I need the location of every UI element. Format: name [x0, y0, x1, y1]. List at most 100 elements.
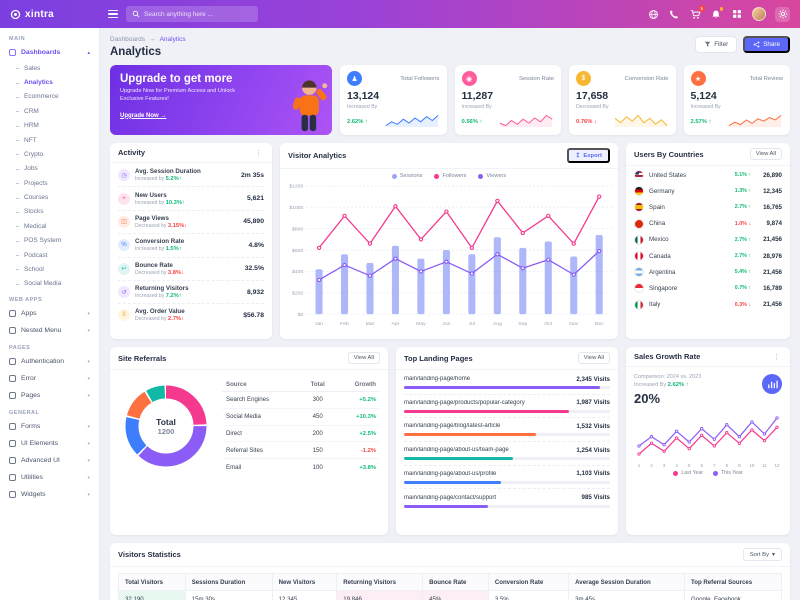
country-change: 5.1% ↑↓ — [734, 172, 751, 179]
sidebar-item[interactable]: Authentication ▾ — [0, 353, 99, 370]
chart-button[interactable] — [762, 374, 782, 394]
chevron-icon: ▴ — [87, 49, 90, 56]
sidebar-item[interactable]: Advanced UI ▾ — [0, 452, 99, 469]
sidebar-item[interactable]: Medical — [0, 219, 99, 233]
more-options-icon[interactable]: ⋮ — [773, 353, 780, 361]
svg-text:Apr: Apr — [392, 321, 400, 327]
breadcrumb-parent[interactable]: Dashboards — [110, 36, 146, 43]
sidebar-item[interactable]: Crypto — [0, 147, 99, 161]
stats-cell: 32,190 — [118, 590, 186, 600]
sidebar-item[interactable]: POS System — [0, 234, 99, 248]
country-name: Argentina — [649, 268, 676, 276]
activity-item: ◷ Avg. Session Duration Increased by 5.2… — [118, 164, 264, 188]
sidebar-item-label: Courses — [24, 194, 49, 202]
share-button[interactable]: Share — [743, 36, 790, 53]
export-button[interactable]: ↥ Export — [567, 148, 610, 163]
landing-page-visits: 1,987 Visits — [576, 399, 610, 407]
breadcrumb-separator-icon: → — [149, 36, 156, 43]
settings-button[interactable] — [775, 6, 790, 22]
stat-icon: ♟ — [347, 71, 362, 86]
stats-cell: 45% — [422, 590, 489, 600]
sidebar-item[interactable]: PAGES — [0, 339, 99, 353]
sidebar-item[interactable]: Analytics — [0, 75, 99, 89]
bell-icon[interactable] — [710, 7, 723, 20]
svg-text:$600: $600 — [292, 248, 303, 254]
progress-track — [404, 409, 610, 413]
country-flag-icon — [634, 251, 644, 262]
sidebar-item[interactable]: Error ▾ — [0, 370, 99, 387]
arrow-up-icon: ↑ — [479, 119, 483, 125]
sidebar-item[interactable]: WEB APPS — [0, 291, 99, 305]
sidebar-toggle-button[interactable] — [108, 10, 118, 18]
cart-icon[interactable]: 5 — [689, 5, 705, 20]
site-referrals-title: Site Referrals — [118, 353, 167, 363]
avatar[interactable] — [752, 7, 766, 21]
sidebar-item-label: Medical — [24, 222, 47, 230]
stats-cell: 15m 30s — [184, 590, 273, 600]
sidebar-item[interactable]: Utilities ▾ — [0, 469, 99, 486]
sidebar-item[interactable]: Apps ▾ — [0, 305, 99, 322]
landing-view-all-button[interactable]: View All — [577, 352, 610, 364]
sidebar-item[interactable]: CRM — [0, 104, 99, 118]
activity-item-value: $56.78 — [243, 311, 264, 319]
svg-text:Oct: Oct — [544, 321, 552, 327]
country-row: Singapore 0.7% ↑↓ 16,789 — [634, 280, 782, 296]
sidebar-item[interactable]: Widgets ▾ — [0, 486, 99, 503]
more-options-icon[interactable]: ⋮ — [255, 149, 262, 157]
chevron-down-icon: ▾ — [772, 551, 775, 558]
stat-card: ♟ Total Followers 13,124 Increased By 2.… — [340, 65, 447, 135]
referrals-view-all-button[interactable]: View All — [347, 352, 380, 364]
activity-item-value: 32.5% — [244, 265, 264, 273]
activity-item-value: 8,932 — [246, 288, 264, 296]
stat-icon: $ — [576, 71, 591, 86]
sidebar-item[interactable]: Dashboards ▴ — [0, 44, 99, 61]
sidebar-item[interactable]: School — [0, 262, 99, 276]
brand[interactable]: xintra — [0, 9, 100, 20]
activity-item-value: 2m 35s — [240, 171, 264, 179]
sidebar-item[interactable]: MAIN — [0, 30, 99, 44]
activity-item-icon: ◫ — [118, 215, 130, 228]
sidebar-item[interactable]: Nested Menu ▾ — [0, 322, 99, 339]
sidebar-item[interactable]: Sales — [0, 61, 99, 75]
sidebar-item[interactable]: GENERAL — [0, 404, 99, 418]
sidebar-item[interactable]: Jobs — [0, 162, 99, 176]
countries-view-all-button[interactable]: View All — [749, 148, 782, 160]
country-name: United States — [649, 171, 687, 179]
search-box[interactable] — [126, 6, 258, 22]
sidebar-item-label: POS System — [24, 237, 62, 245]
sidebar-item-icon — [9, 327, 16, 334]
country-change: 2.7% ↑↓ — [734, 253, 751, 260]
apps-grid-icon[interactable] — [731, 8, 743, 20]
search-input[interactable] — [144, 10, 252, 18]
country-row: United States 5.1% ↑↓ 26,890 — [634, 167, 782, 183]
stats-cell: Google, Facebook — [683, 590, 783, 600]
svg-text:Jan: Jan — [315, 321, 323, 327]
sidebar-item[interactable]: HRM — [0, 119, 99, 133]
upgrade-now-link[interactable]: Upgrade Now → — [120, 112, 167, 119]
sidebar-item[interactable]: Pages ▾ — [0, 387, 99, 404]
svg-text:Nov: Nov — [569, 321, 578, 327]
stat-card: ★ Total Review 5,124 Increased By 2.57% … — [683, 65, 790, 135]
svg-text:4: 4 — [675, 463, 678, 468]
sidebar-item[interactable]: NFT — [0, 133, 99, 147]
sidebar-item[interactable]: Projects — [0, 176, 99, 190]
sidebar-item[interactable]: Podcast — [0, 248, 99, 262]
chevron-icon: ▾ — [87, 474, 90, 481]
translate-icon[interactable] — [647, 8, 659, 20]
sidebar-item[interactable]: Forms ▾ — [0, 418, 99, 435]
phone-icon[interactable] — [668, 8, 680, 20]
sidebar-item[interactable]: UI Elements ▾ — [0, 435, 99, 452]
legend-item: Followers — [434, 173, 466, 179]
cart-badge: 5 — [698, 5, 705, 12]
sidebar-item[interactable]: Courses — [0, 190, 99, 204]
sidebar-item[interactable]: Stocks — [0, 205, 99, 219]
filter-button[interactable]: Filter — [695, 36, 738, 53]
sort-by-button[interactable]: Sort By ▾ — [742, 548, 782, 561]
country-row: Argentina 5.4% ↑↓ 21,456 — [634, 264, 782, 280]
stat-change-label: Increased By — [347, 104, 378, 110]
brand-name: xintra — [25, 8, 55, 20]
sidebar-item[interactable]: Ecommerce — [0, 90, 99, 104]
stats-cell: 19,846 — [336, 590, 424, 600]
sidebar-item[interactable]: Social Media — [0, 277, 99, 291]
progress-bar — [404, 457, 514, 461]
